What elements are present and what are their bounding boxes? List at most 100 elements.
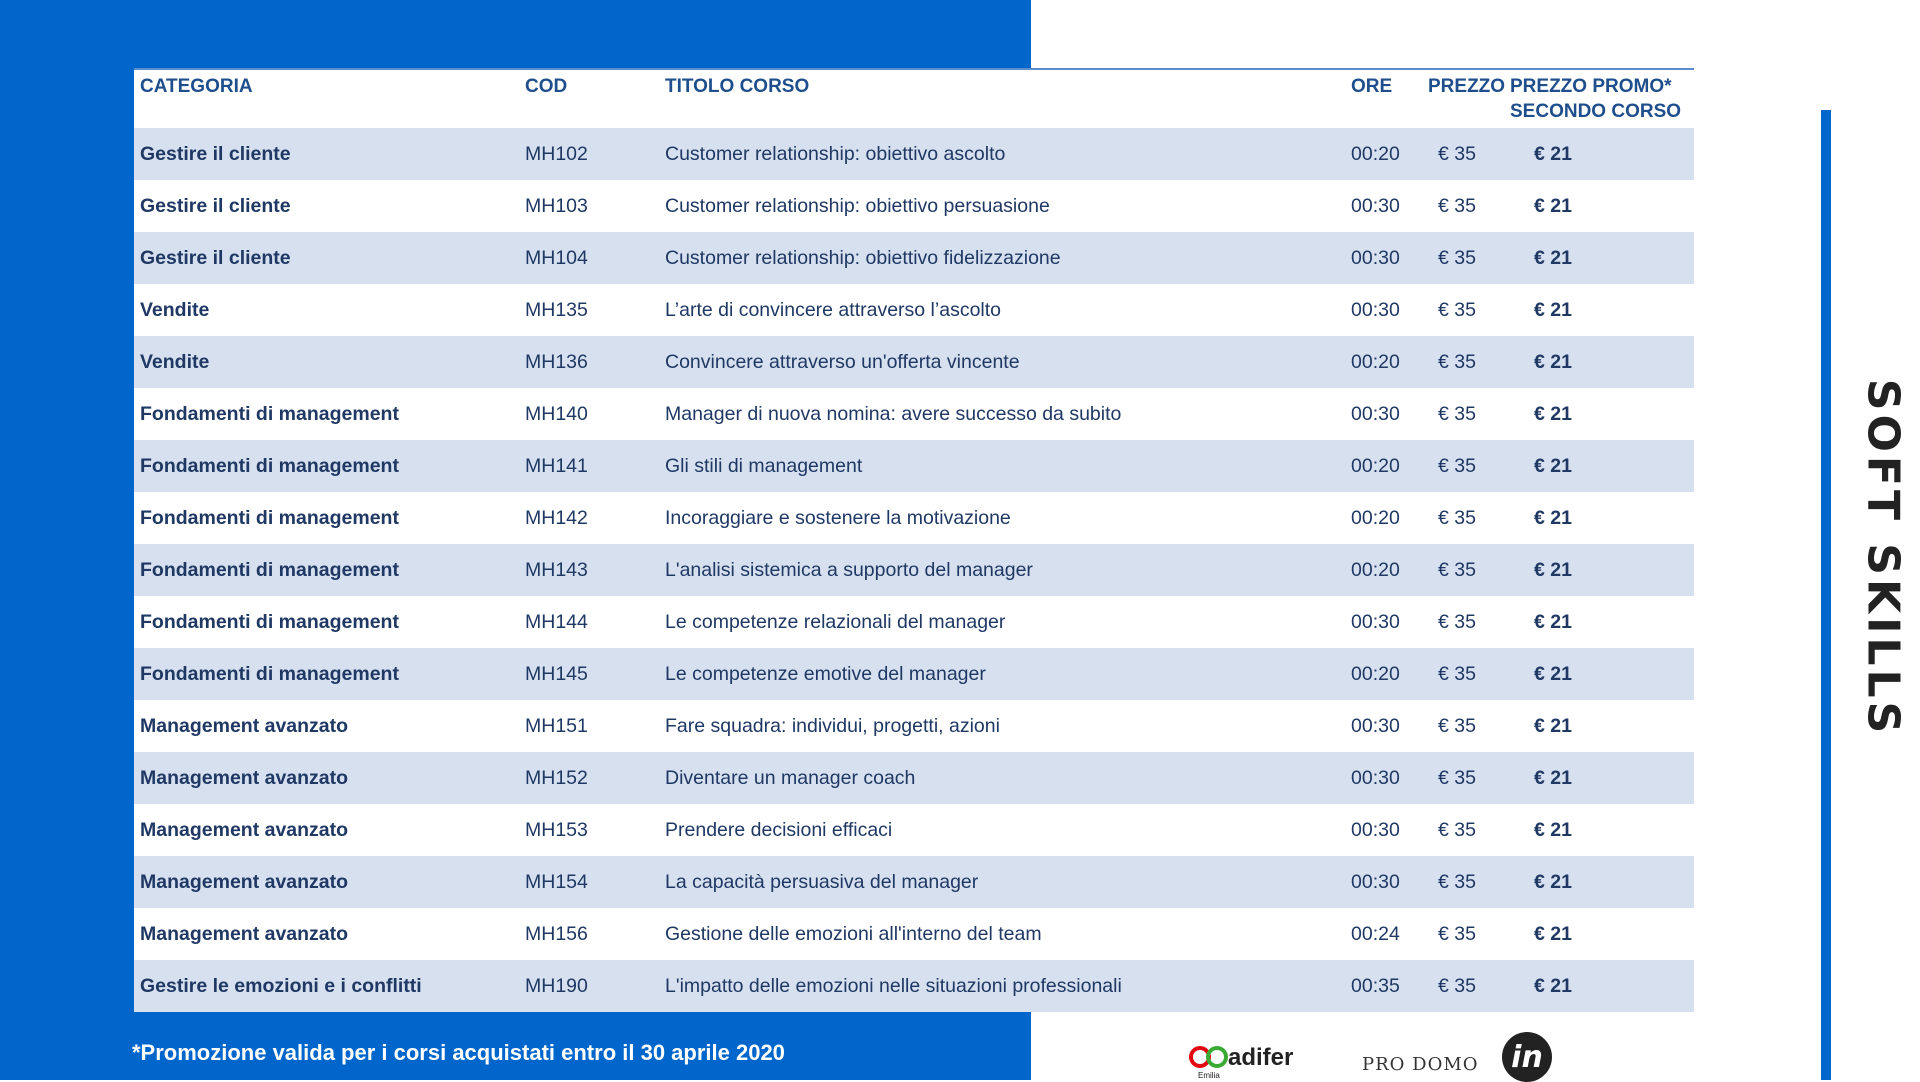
cell-code: MH143 bbox=[519, 544, 659, 596]
cell-hours: 00:20 bbox=[1345, 544, 1422, 596]
adifer-logo-text: adifer bbox=[1228, 1044, 1293, 1071]
cell-promo-price: € 21 bbox=[1504, 752, 1694, 804]
cell-category: Gestire le emozioni e i conflitti bbox=[134, 960, 519, 1012]
cell-hours: 00:24 bbox=[1351, 922, 1400, 945]
adifer-logo-region: Emilia bbox=[1198, 1071, 1220, 1080]
cell-category: Fondamenti di management bbox=[140, 402, 399, 425]
cell-price: € 35 bbox=[1438, 298, 1476, 321]
cell-promo-price: € 21 bbox=[1504, 336, 1694, 388]
cell-promo-price: € 21 bbox=[1504, 128, 1694, 180]
cell-title: L'analisi sistemica a supporto del manag… bbox=[659, 544, 1345, 596]
cell-price: € 35 bbox=[1438, 402, 1476, 425]
cell-price: € 35 bbox=[1438, 194, 1476, 217]
table-row: Gestire le emozioni e i conflitti MH190 L'… bbox=[134, 960, 1694, 1012]
cell-title: Diventare un manager coach bbox=[659, 752, 1345, 804]
cell-hours: 00:20 bbox=[1345, 336, 1422, 388]
cell-category: Gestire il cliente bbox=[140, 194, 291, 217]
header-promo-price: PREZZO PROMO* SECONDO CORSO bbox=[1504, 70, 1694, 128]
table-row: Fondamenti di management MH145 Le competen… bbox=[134, 648, 1694, 700]
cell-title: Customer relationship: obiettivo ascolto bbox=[659, 128, 1345, 180]
cell-promo-price: € 21 bbox=[1534, 298, 1572, 321]
cell-promo-price: € 21 bbox=[1534, 818, 1572, 841]
cell-category: Management avanzato bbox=[134, 856, 519, 908]
cell-category: Management avanzato bbox=[140, 714, 349, 737]
cell-hours: 00:20 bbox=[1345, 440, 1422, 492]
table-row: Fondamenti di management MH144 Le competen… bbox=[134, 596, 1694, 648]
cell-promo-price: € 21 bbox=[1534, 506, 1572, 529]
cell-category: Management avanzato bbox=[134, 752, 519, 804]
cell-hours: 00:30 bbox=[1351, 610, 1400, 633]
cell-title: Le competenze relazionali del manager bbox=[665, 610, 1006, 633]
cell-code: MH153 bbox=[525, 818, 588, 841]
header-title: TITOLO CORSO bbox=[665, 76, 810, 97]
table-row: Vendite MH136 Convincere attraverso un'off… bbox=[134, 336, 1694, 388]
cell-category: Fondamenti di management bbox=[140, 610, 399, 633]
cell-category: Gestire il cliente bbox=[134, 232, 519, 284]
header-hours: ORE bbox=[1351, 76, 1393, 97]
table-row: Management avanzato MH152 Diventare un man… bbox=[134, 752, 1694, 804]
header-category: CATEGORIA bbox=[140, 76, 253, 97]
cell-code: MH140 bbox=[525, 402, 588, 425]
cell-promo-price: € 21 bbox=[1534, 194, 1572, 217]
cell-title: Manager di nuova nomina: avere successo … bbox=[665, 402, 1122, 425]
cell-category: Gestire il cliente bbox=[134, 128, 519, 180]
cell-promo-price: € 21 bbox=[1534, 402, 1572, 425]
table-row: Gestire il cliente MH103 Customer relation… bbox=[134, 180, 1694, 232]
cell-price: € 35 bbox=[1422, 648, 1504, 700]
cell-promo-price: € 21 bbox=[1504, 856, 1694, 908]
cell-price: € 35 bbox=[1422, 440, 1504, 492]
cell-hours: 00:30 bbox=[1351, 714, 1400, 737]
cell-hours: 00:20 bbox=[1351, 506, 1400, 529]
cell-code: MH152 bbox=[519, 752, 659, 804]
cell-code: MH102 bbox=[519, 128, 659, 180]
cell-title: Incoraggiare e sostenere la motivazione bbox=[665, 506, 1011, 529]
cell-hours: 00:30 bbox=[1351, 402, 1400, 425]
course-table: CATEGORIA COD TITOLO CORSO ORE PREZZO PR… bbox=[134, 70, 1694, 1012]
cell-hours: 00:20 bbox=[1345, 648, 1422, 700]
table-row: Fondamenti di management MH142 Incoraggiar… bbox=[134, 492, 1694, 544]
adifer-logo: adifer Emilia bbox=[1189, 1044, 1293, 1080]
promotion-footnote: *Promozione valida per i corsi acquistat… bbox=[132, 1040, 785, 1065]
cell-category: Fondamenti di management bbox=[134, 440, 519, 492]
cell-code: MH136 bbox=[519, 336, 659, 388]
cell-promo-price: € 21 bbox=[1534, 714, 1572, 737]
table-header-row: CATEGORIA COD TITOLO CORSO ORE PREZZO PR… bbox=[134, 70, 1694, 128]
cell-title: Le competenze emotive del manager bbox=[659, 648, 1345, 700]
cell-hours: 00:30 bbox=[1345, 856, 1422, 908]
cell-price: € 35 bbox=[1422, 960, 1504, 1012]
cell-category: Vendite bbox=[134, 336, 519, 388]
header-promo-line2: SECONDO CORSO bbox=[1510, 101, 1682, 122]
cell-price: € 35 bbox=[1422, 752, 1504, 804]
cell-hours: 00:30 bbox=[1345, 232, 1422, 284]
table-row: Fondamenti di management MH143 L'analisi s… bbox=[134, 544, 1694, 596]
prodomo-logo: PRO DOMO bbox=[1362, 1054, 1479, 1075]
cell-category: Management avanzato bbox=[140, 818, 349, 841]
cell-hours: 00:30 bbox=[1351, 298, 1400, 321]
cell-title: Convincere attraverso un'offerta vincent… bbox=[659, 336, 1345, 388]
table-row: Management avanzato MH154 La capacità pers… bbox=[134, 856, 1694, 908]
header-code: COD bbox=[525, 76, 568, 97]
table-row: Management avanzato MH156 Gestione delle e… bbox=[134, 908, 1694, 960]
side-title: SOFT SKILLS bbox=[1857, 378, 1909, 738]
cell-title: Gli stili di management bbox=[659, 440, 1345, 492]
cell-title: La capacità persuasiva del manager bbox=[659, 856, 1345, 908]
header-promo-line1: PREZZO PROMO* bbox=[1510, 76, 1672, 97]
cell-code: MH141 bbox=[519, 440, 659, 492]
table-row: Fondamenti di management MH140 Manager di … bbox=[134, 388, 1694, 440]
table-row: Gestire il cliente MH104 Customer relation… bbox=[134, 232, 1694, 284]
cell-title: Prendere decisioni efficaci bbox=[665, 818, 893, 841]
cell-code: MH135 bbox=[525, 298, 588, 321]
cell-price: € 35 bbox=[1438, 610, 1476, 633]
cell-code: MH103 bbox=[525, 194, 588, 217]
side-accent-bar bbox=[1821, 110, 1831, 1080]
cell-hours: 00:30 bbox=[1351, 194, 1400, 217]
cell-promo-price: € 21 bbox=[1504, 648, 1694, 700]
cell-promo-price: € 21 bbox=[1534, 610, 1572, 633]
cell-price: € 35 bbox=[1422, 336, 1504, 388]
cell-promo-price: € 21 bbox=[1534, 922, 1572, 945]
table-body: Gestire il cliente MH102 Customer relation… bbox=[134, 128, 1694, 1012]
table-row: Management avanzato MH151 Fare squadra: in… bbox=[134, 700, 1694, 752]
cell-title: Gestione delle emozioni all'interno del … bbox=[665, 922, 1042, 945]
cell-hours: 00:30 bbox=[1345, 752, 1422, 804]
cell-code: MH154 bbox=[519, 856, 659, 908]
